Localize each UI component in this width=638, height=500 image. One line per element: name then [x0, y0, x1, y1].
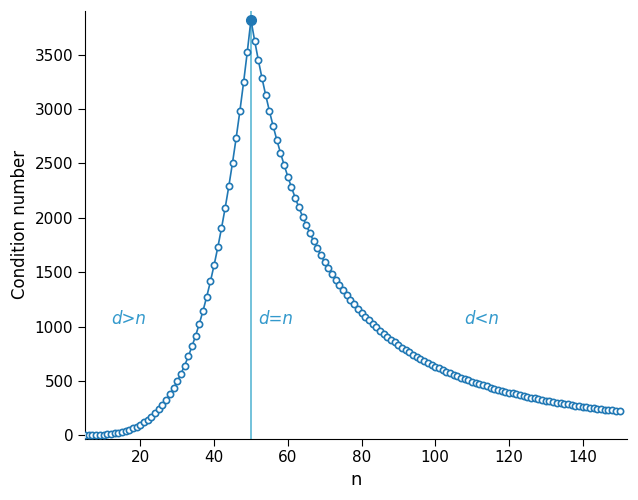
- X-axis label: n: n: [350, 471, 362, 489]
- Text: d<n: d<n: [464, 310, 500, 328]
- Text: d>n: d>n: [111, 310, 145, 328]
- Y-axis label: Condition number: Condition number: [11, 150, 29, 300]
- Text: d=n: d=n: [258, 310, 293, 328]
